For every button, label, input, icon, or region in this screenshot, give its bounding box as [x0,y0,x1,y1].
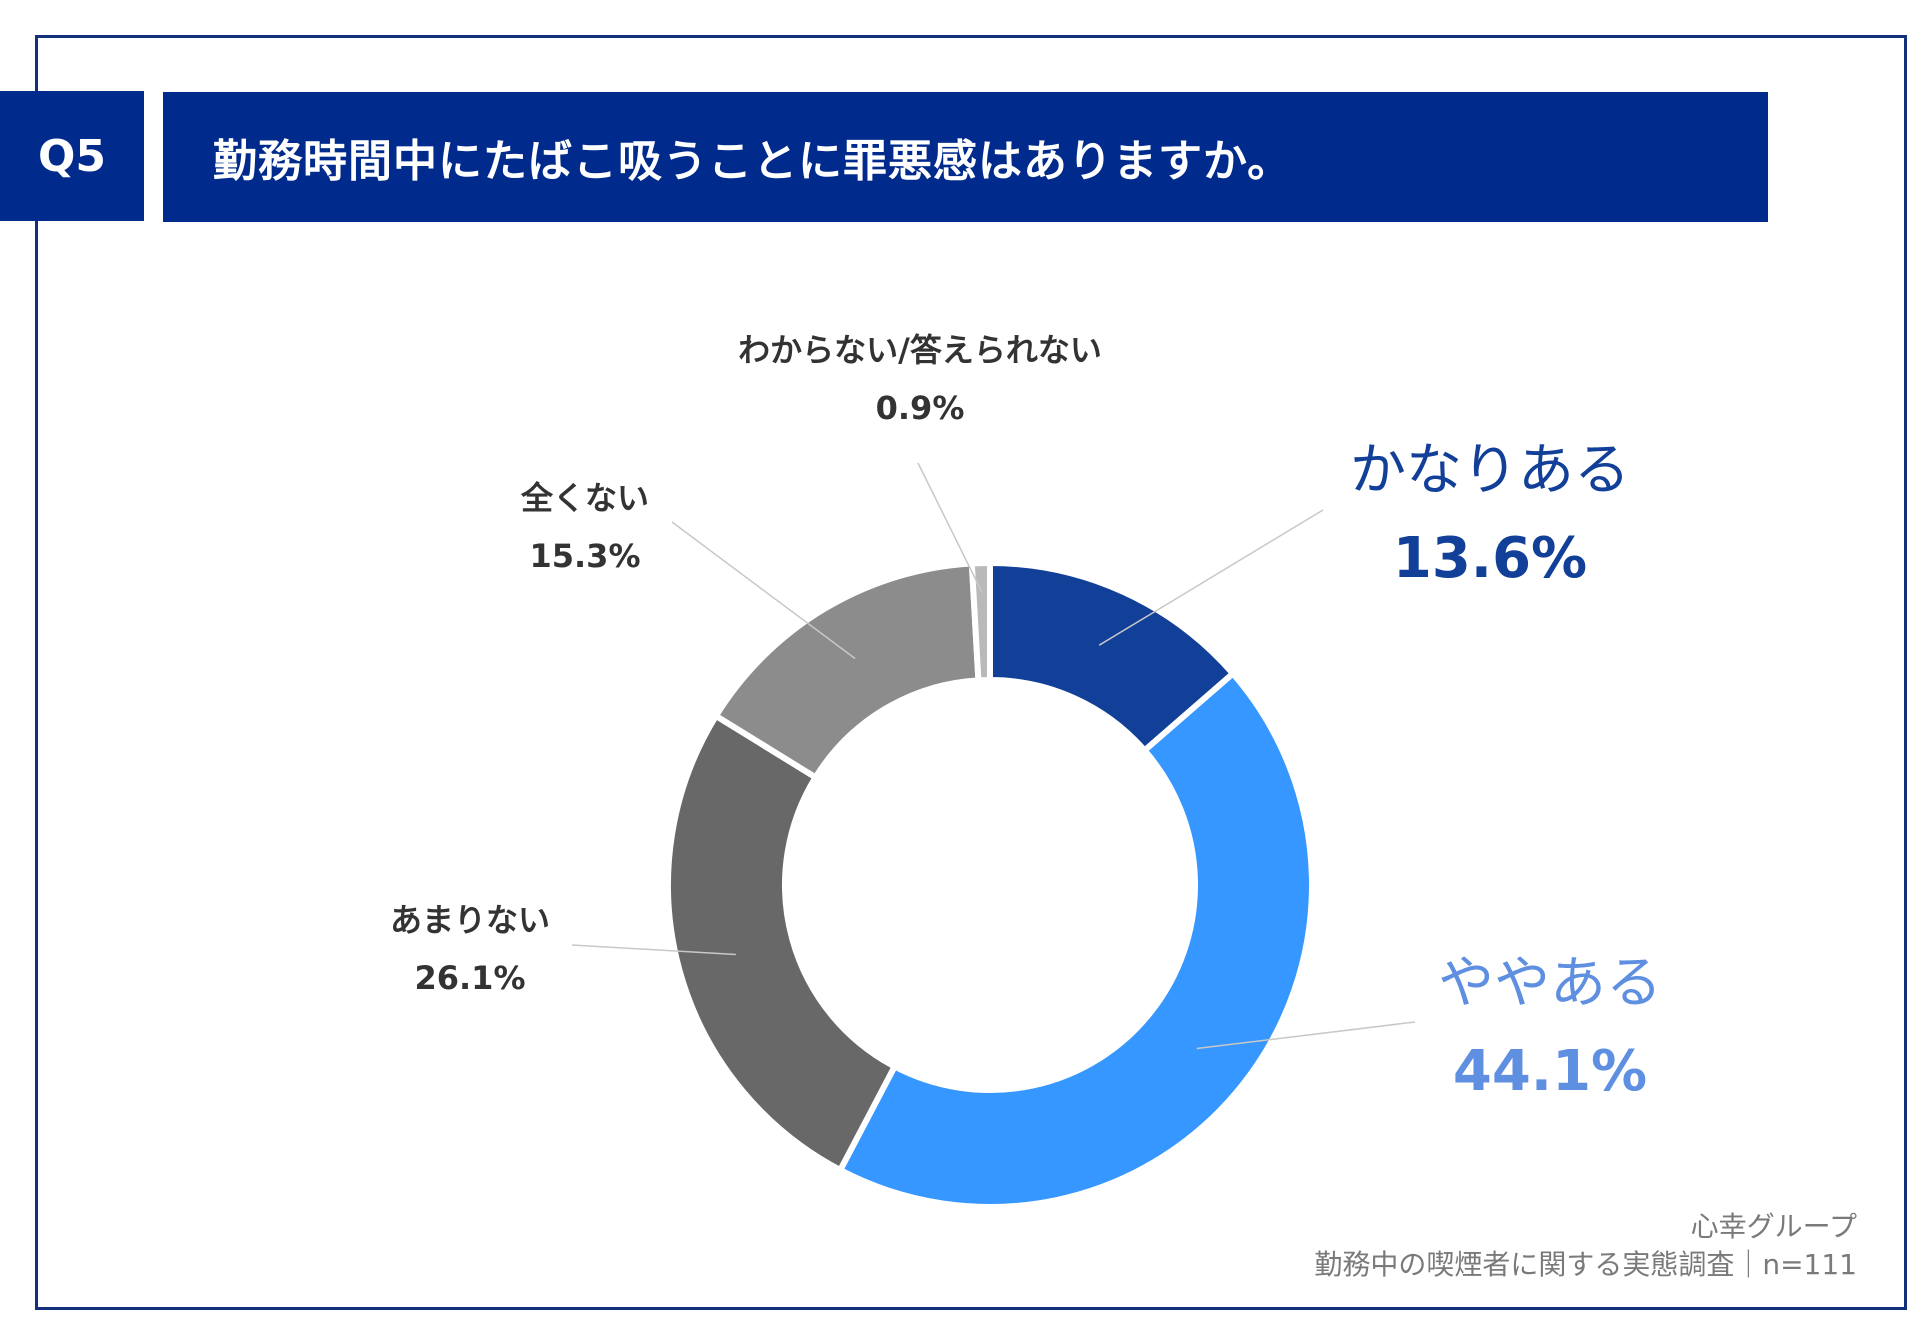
source-line-1: 心幸グループ [1690,1210,1857,1243]
question-title: 勤務時間中にたばこ吸うことに罪悪感はありますか。 [163,92,1768,222]
slice-value: 26.1% [414,959,526,997]
leader-line-amari-nai [571,944,736,956]
slice-value: 15.3% [529,537,641,575]
slice-label-amari-nai: あまりない 26.1% [330,895,610,997]
slice-value: 13.6% [1392,526,1588,591]
leader-line-mattaku-nai [671,521,856,660]
slice-label-wakaranai: わからない/答えられない 0.9% [690,325,1150,427]
slice-amari-nai [665,712,898,1174]
source-line-2: 勤務中の喫煙者に関する実態調査｜n=111 [1314,1248,1857,1281]
slice-label-kanari-aru: かなりある 13.6% [1300,425,1680,591]
leader-line-kanari-aru [1098,509,1324,646]
slice-name: 全くない [520,479,649,517]
slice-name: あまりない [389,901,550,939]
slice-name: かなりある [1350,438,1630,503]
slice-label-mattaku-nai: 全くない 15.3% [445,473,725,575]
question-number-badge: Q5 [0,91,144,221]
slice-wakaranai [968,560,993,684]
slice-name: わからない/答えられない [738,331,1102,369]
slice-value: 0.9% [875,389,965,427]
slice-yaya-aru [837,670,1315,1210]
leader-line-yaya-aru [1196,1021,1416,1050]
leader-line-wakaranai [917,462,983,592]
chart-frame [35,35,1907,1310]
slice-label-yaya-aru: ややある 44.1% [1360,938,1740,1104]
slice-name: ややある [1438,951,1662,1016]
slice-value: 44.1% [1452,1039,1648,1104]
